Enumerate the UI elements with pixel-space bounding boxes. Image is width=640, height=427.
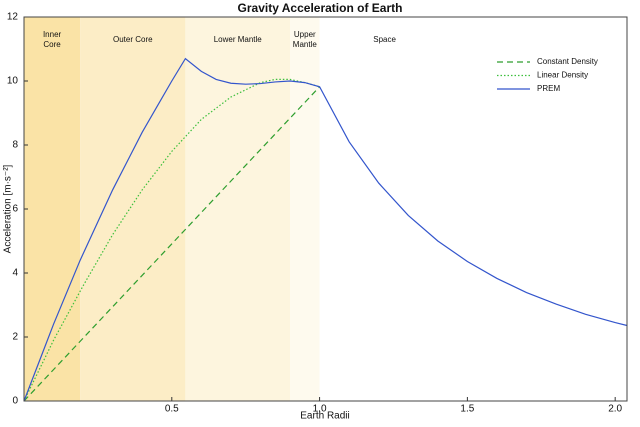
region-label: Lower Mantle [214,35,263,44]
legend-label: PREM [537,84,560,93]
data-line [23,86,321,402]
region-band [319,17,627,401]
y-axis-label: Acceleration [m·s⁻²] [3,164,14,253]
legend-label: Linear Density [537,71,588,80]
plot-frame [23,16,628,402]
region-label: Upper Mantle [293,30,318,49]
legend-label: Constant Density [537,57,598,66]
region-band [80,17,186,401]
region-band [290,17,320,401]
region-label: Space [373,35,396,44]
chart-title: Gravity Acceleration of Earth [238,1,403,15]
y-tick-label: 0 [12,396,18,407]
x-tick-label: 1.5 [460,404,474,415]
y-tick-label: 6 [12,204,18,215]
y-tick-label: 4 [12,268,18,279]
y-tick-label: 8 [12,140,18,151]
region-band [185,17,291,401]
data-line [23,57,628,402]
x-axis-label: Earth Radii [300,411,349,422]
x-tick-label: 2.0 [608,404,622,415]
data-line [23,78,320,402]
x-tick-label: 0.5 [165,404,179,415]
region-band [24,17,81,401]
y-tick-label: 12 [7,12,19,23]
region-label: Inner Core [43,30,62,49]
y-tick-label: 10 [7,76,19,87]
region-label: Outer Core [113,35,153,44]
y-tick-label: 2 [12,332,18,343]
x-tick-label: 1.0 [313,404,327,415]
